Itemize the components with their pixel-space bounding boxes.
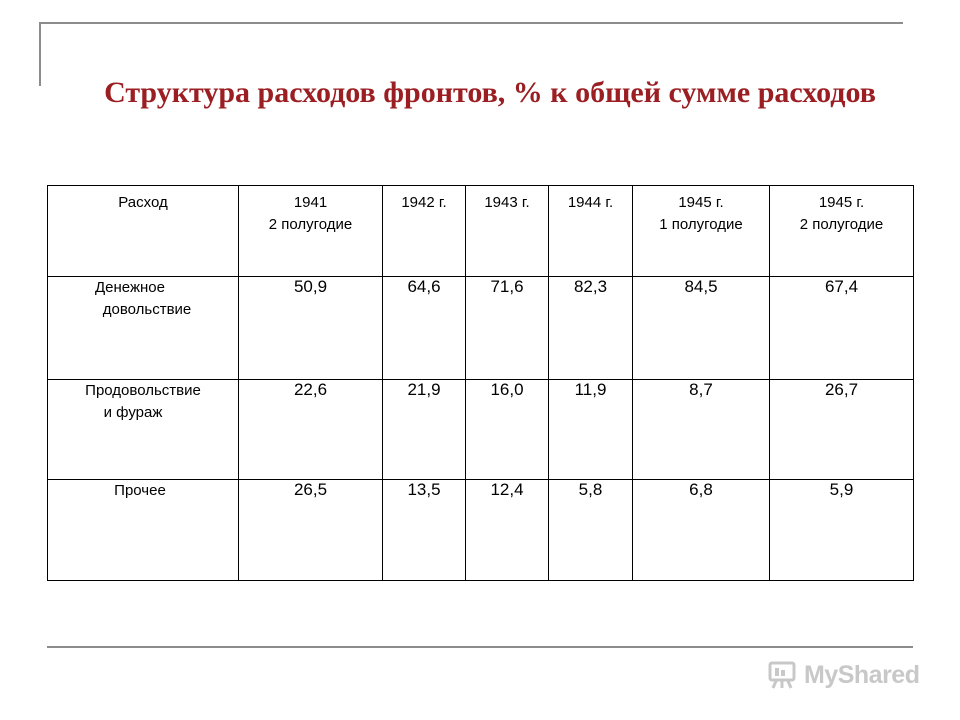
table-header-row: Расход 1941 2 полугодие 1942 г. 1943 г. … xyxy=(47,185,914,277)
table-cell: 21,9 xyxy=(382,379,466,480)
table-cell: 67,4 xyxy=(769,276,914,380)
row-label: Прочее xyxy=(47,479,239,581)
watermark-text: MyShared xyxy=(804,660,920,689)
header-cell: 1945 г. 2 полугодие xyxy=(769,185,914,277)
row-label: Денежное довольствие xyxy=(47,276,239,380)
table-row: Денежное довольствие 50,9 64,6 71,6 82,3… xyxy=(47,276,914,380)
table-cell: 26,7 xyxy=(769,379,914,480)
table-cell: 11,9 xyxy=(548,379,633,480)
table-cell: 12,4 xyxy=(465,479,549,581)
table-cell: 82,3 xyxy=(548,276,633,380)
top-rule xyxy=(39,22,903,24)
left-rule xyxy=(39,22,41,86)
header-cell: 1945 г. 1 полугодие xyxy=(632,185,770,277)
expenses-table: Расход 1941 2 полугодие 1942 г. 1943 г. … xyxy=(47,185,914,581)
table-row: Продовольствие и фураж 22,6 21,9 16,0 11… xyxy=(47,379,914,480)
table-cell: 5,9 xyxy=(769,479,914,581)
slides-icon xyxy=(768,661,796,689)
table-cell: 71,6 xyxy=(465,276,549,380)
table-cell: 50,9 xyxy=(238,276,383,380)
table-cell: 84,5 xyxy=(632,276,770,380)
table-cell: 16,0 xyxy=(465,379,549,480)
row-label: Продовольствие и фураж xyxy=(47,379,239,480)
table-cell: 64,6 xyxy=(382,276,466,380)
table-cell: 8,7 xyxy=(632,379,770,480)
header-cell: Расход xyxy=(47,185,239,277)
header-cell: 1942 г. xyxy=(382,185,466,277)
table-row: Прочее 26,5 13,5 12,4 5,8 6,8 5,9 xyxy=(47,479,914,581)
table-cell: 5,8 xyxy=(548,479,633,581)
table-cell: 26,5 xyxy=(238,479,383,581)
bottom-rule xyxy=(47,646,913,648)
page-title: Структура расходов фронтов, % к общей су… xyxy=(104,76,876,109)
table-cell: 6,8 xyxy=(632,479,770,581)
watermark-logo: MyShared xyxy=(768,658,920,692)
header-cell: 1944 г. xyxy=(548,185,633,277)
header-cell: 1941 2 полугодие xyxy=(238,185,383,277)
table-cell: 22,6 xyxy=(238,379,383,480)
header-cell: 1943 г. xyxy=(465,185,549,277)
table-cell: 13,5 xyxy=(382,479,466,581)
